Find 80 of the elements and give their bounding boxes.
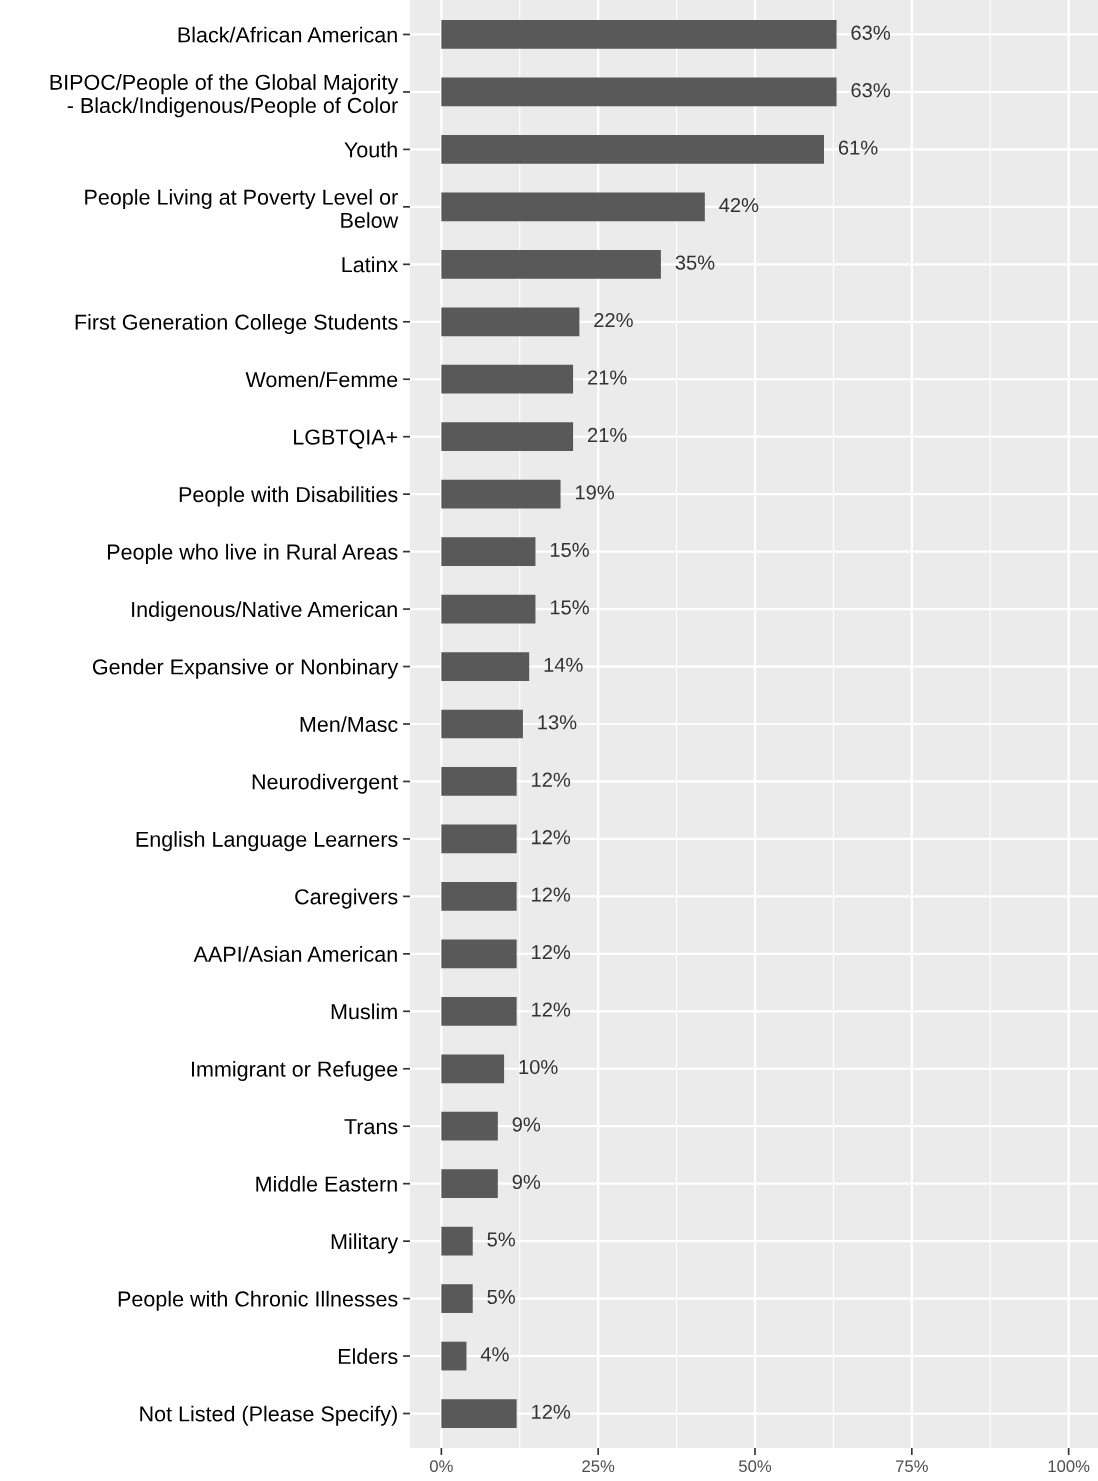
y-tick-label: Youth xyxy=(344,141,397,158)
bar xyxy=(441,77,837,107)
y-tick-label: Middle Eastern xyxy=(256,1175,397,1192)
y-tick-label: Not Listed (Please Specify) xyxy=(140,1405,397,1426)
data-label: 21% xyxy=(587,427,627,443)
data-label: 9% xyxy=(512,1117,541,1132)
bar xyxy=(441,307,580,337)
data-label: 12% xyxy=(532,944,571,960)
bar xyxy=(441,824,517,854)
y-tick-label: AAPI/Asian American xyxy=(193,946,397,962)
bar xyxy=(441,479,561,509)
data-label: 12% xyxy=(532,1404,571,1419)
bar xyxy=(441,652,530,681)
data-label: 15% xyxy=(550,542,589,558)
bar xyxy=(441,939,517,969)
data-label: 12% xyxy=(532,772,571,787)
y-tick-label: Indigenous/Native American xyxy=(132,601,397,622)
data-label: 12% xyxy=(532,887,571,902)
y-tick-label: Immigrant or Refugee xyxy=(192,1060,398,1082)
data-label: 35% xyxy=(675,255,715,270)
bar xyxy=(441,882,517,911)
data-label: 5% xyxy=(487,1289,516,1305)
bar xyxy=(441,1284,473,1313)
bar xyxy=(441,1226,473,1256)
y-tick-label: English Language Learners xyxy=(136,831,398,852)
data-label: 10% xyxy=(519,1059,558,1075)
y-tick-label: Latinx xyxy=(342,256,398,273)
bar xyxy=(441,1169,498,1199)
bar xyxy=(441,192,705,222)
y-tick-label: Caregivers xyxy=(295,888,398,909)
x-tick-label: 0% xyxy=(429,1460,453,1473)
data-label: 63% xyxy=(851,25,891,40)
y-tick-label: Men/Masc xyxy=(300,716,398,733)
bar xyxy=(441,1111,498,1141)
data-label: 15% xyxy=(550,600,589,615)
x-tick-label: 100% xyxy=(1048,1460,1090,1473)
y-tick-label: People Living at Poverty Level or Below xyxy=(85,189,399,229)
y-tick-label: Gender Expansive or Nonbinary xyxy=(92,658,399,679)
data-label: 5% xyxy=(487,1232,516,1247)
bar xyxy=(441,1341,467,1371)
bar xyxy=(441,537,536,566)
x-tick-label: 25% xyxy=(582,1460,615,1473)
y-tick-label: Black/African American xyxy=(178,26,397,43)
data-label: 61% xyxy=(838,140,878,155)
bar xyxy=(441,767,517,796)
data-label: 12% xyxy=(532,1002,571,1017)
bar xyxy=(441,249,661,279)
data-label: 12% xyxy=(532,830,571,845)
bar xyxy=(441,709,523,739)
y-tick-label: Trans xyxy=(344,1119,398,1135)
data-label: 14% xyxy=(544,657,583,672)
bar xyxy=(441,996,517,1026)
y-tick-label: People with Disabilities xyxy=(179,486,398,507)
y-tick-label: Women/Femme xyxy=(245,371,398,388)
y-tick-label: People who live in Rural Areas xyxy=(107,543,398,564)
data-label: 21% xyxy=(587,370,627,385)
y-tick-label: LGBTQIA+ xyxy=(294,429,398,449)
x-tick-label: 75% xyxy=(895,1460,928,1473)
y-tick-label: BIPOC/People of the Global Majority - Black/Indigenous/People of Color xyxy=(50,74,399,118)
bar xyxy=(441,20,837,49)
bar xyxy=(441,364,574,394)
y-tick-label: Military xyxy=(331,1233,399,1254)
data-label: 13% xyxy=(538,715,577,730)
bar xyxy=(441,135,824,164)
y-tick-label: Neurodivergent xyxy=(252,773,399,794)
bar xyxy=(441,1399,517,1428)
data-label: 22% xyxy=(594,312,633,328)
data-label: 63% xyxy=(851,83,891,98)
y-tick-label: Elders xyxy=(338,1348,398,1365)
y-tick-label: People with Chronic Illnesses xyxy=(118,1290,398,1311)
data-label: 42% xyxy=(719,198,759,213)
bar xyxy=(441,422,574,452)
data-label: 4% xyxy=(480,1347,509,1362)
bar xyxy=(441,1054,505,1084)
data-label: 19% xyxy=(575,485,615,500)
x-tick-label: 50% xyxy=(738,1460,772,1473)
bar xyxy=(441,594,536,624)
y-tick-label: Muslim xyxy=(331,1003,397,1020)
y-tick-label: First Generation College Students xyxy=(75,313,398,335)
data-label: 9% xyxy=(512,1174,541,1190)
